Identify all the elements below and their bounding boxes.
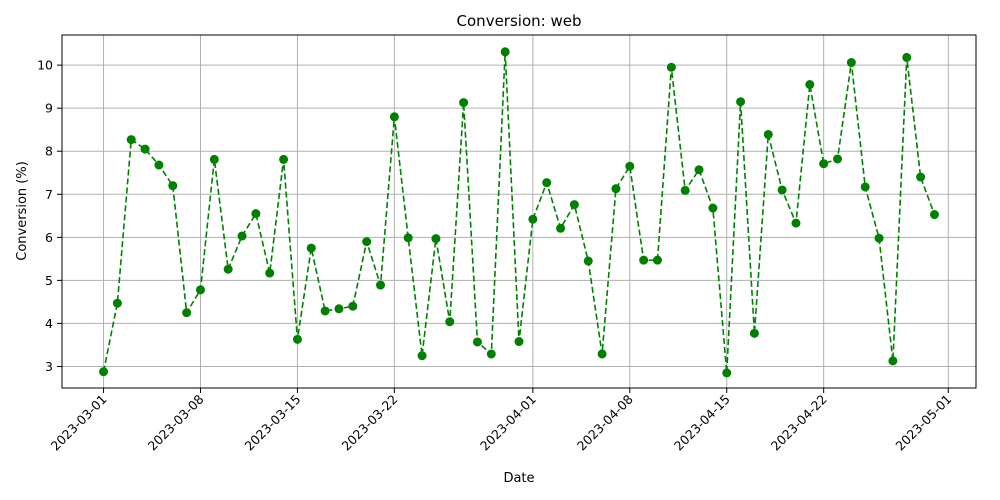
data-point: [597, 349, 607, 359]
data-point: [362, 237, 372, 247]
grid-layer: [62, 35, 976, 388]
data-point: [376, 280, 386, 290]
x-axis-label: Date: [503, 471, 534, 486]
x-tick-label: 2023-04-08: [574, 391, 636, 453]
y-tick-label: 10: [37, 58, 53, 73]
data-point: [154, 160, 164, 170]
data-point: [417, 351, 427, 361]
y-tick-label: 4: [45, 316, 53, 331]
data-point: [708, 203, 718, 213]
data-point: [306, 243, 316, 253]
data-point: [805, 80, 815, 90]
data-point: [320, 306, 330, 316]
x-tick-label: 2023-03-22: [339, 392, 401, 454]
data-point: [819, 159, 829, 169]
data-point: [348, 301, 358, 311]
data-point: [237, 231, 247, 241]
data-point: [639, 255, 649, 265]
data-point: [777, 185, 787, 195]
data-point: [929, 210, 939, 220]
data-point: [279, 154, 289, 164]
data-point: [694, 165, 704, 175]
data-point: [140, 144, 150, 154]
data-point: [265, 268, 275, 278]
data-point: [99, 367, 109, 377]
data-point: [334, 304, 344, 314]
data-point: [666, 62, 676, 72]
chart-title: Conversion: web: [457, 12, 582, 30]
data-point: [736, 97, 746, 107]
data-point: [528, 214, 538, 224]
series-layer: [99, 47, 939, 378]
x-tick-label: 2023-05-01: [892, 392, 954, 454]
data-point: [763, 129, 773, 139]
data-point: [791, 218, 801, 228]
y-tick-label: 6: [45, 230, 53, 245]
data-point: [749, 328, 759, 338]
data-point: [680, 185, 690, 195]
data-point: [251, 209, 261, 219]
data-point: [459, 98, 469, 108]
data-point: [500, 47, 510, 57]
data-point: [292, 334, 302, 344]
data-point: [182, 308, 192, 318]
x-tick-label: 2023-03-08: [145, 391, 207, 453]
x-tick-label: 2023-04-01: [477, 392, 539, 454]
data-point: [625, 161, 635, 171]
data-point: [514, 337, 524, 347]
data-point: [112, 298, 122, 308]
data-point: [583, 256, 593, 266]
data-point: [486, 349, 496, 359]
data-point: [860, 182, 870, 192]
data-point: [722, 368, 732, 378]
data-point: [652, 255, 662, 265]
data-point: [431, 234, 441, 244]
data-point: [874, 233, 884, 243]
data-point: [542, 178, 552, 188]
data-point: [195, 285, 205, 295]
data-point: [916, 172, 926, 182]
data-point: [389, 112, 399, 122]
data-point: [126, 135, 136, 145]
data-point: [209, 154, 219, 164]
x-tick-label: 2023-04-15: [671, 392, 733, 454]
data-point: [611, 184, 621, 194]
y-tick-label: 7: [45, 187, 53, 202]
data-point: [556, 223, 566, 233]
plot-frame: [61, 34, 977, 389]
data-point: [223, 264, 233, 274]
y-tick-label: 9: [45, 101, 53, 116]
data-point: [902, 52, 912, 62]
series-line: [102, 51, 936, 373]
y-axis-label: Conversion (%): [15, 161, 30, 261]
y-tick-label: 8: [45, 144, 53, 159]
x-tick-label: 2023-03-01: [48, 392, 110, 454]
x-tick-label: 2023-04-22: [768, 392, 830, 454]
x-tick-label: 2023-03-15: [242, 392, 304, 454]
data-point: [445, 317, 455, 327]
data-point: [569, 200, 579, 210]
data-point: [403, 233, 413, 243]
data-point: [168, 181, 178, 191]
data-point: [846, 58, 856, 68]
data-point: [472, 337, 482, 347]
y-tick-label: 3: [45, 359, 53, 374]
data-point: [888, 356, 898, 366]
y-tick-label: 5: [45, 273, 53, 288]
data-point: [833, 154, 843, 164]
